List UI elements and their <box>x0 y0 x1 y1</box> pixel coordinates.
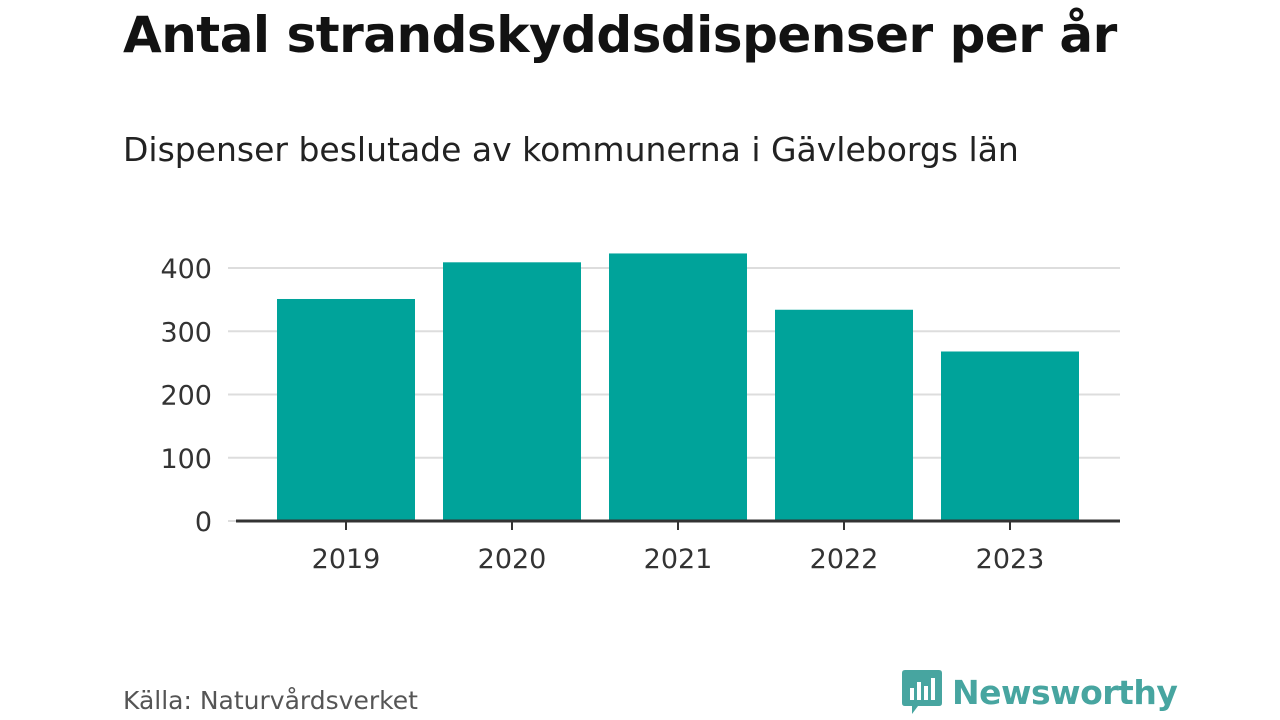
x-tick-label: 2021 <box>644 544 713 575</box>
brand-name: Newsworthy <box>952 672 1178 712</box>
x-tick-label: 2023 <box>976 544 1045 575</box>
x-tick-label: 2019 <box>312 544 381 575</box>
x-tick-label: 2022 <box>810 544 879 575</box>
y-tick-label: 300 <box>160 317 212 348</box>
bars <box>277 253 1079 521</box>
axes: 0 100 200 300 400 2019 2020 2021 2022 2023 <box>160 254 1120 575</box>
y-tick-label: 0 <box>195 507 212 538</box>
y-tick-label: 200 <box>160 381 212 412</box>
bar-2021 <box>609 253 747 521</box>
bar-2019 <box>277 298 415 521</box>
y-tick-label: 100 <box>160 444 212 475</box>
y-tick-label: 400 <box>160 254 212 285</box>
source-note: Källa: Naturvårdsverket <box>123 686 418 715</box>
bar-chart-speech-bubble-icon <box>902 670 942 714</box>
bar-2022 <box>775 309 913 521</box>
brand-logo: Newsworthy <box>902 670 1178 714</box>
x-tick-label: 2020 <box>478 544 547 575</box>
bar-2023 <box>941 351 1079 521</box>
chart-title: Antal strandskyddsdispenser per år <box>123 6 1117 64</box>
bar-2020 <box>443 262 581 521</box>
chart-subtitle: Dispenser beslutade av kommunerna i Gävl… <box>123 130 1019 169</box>
